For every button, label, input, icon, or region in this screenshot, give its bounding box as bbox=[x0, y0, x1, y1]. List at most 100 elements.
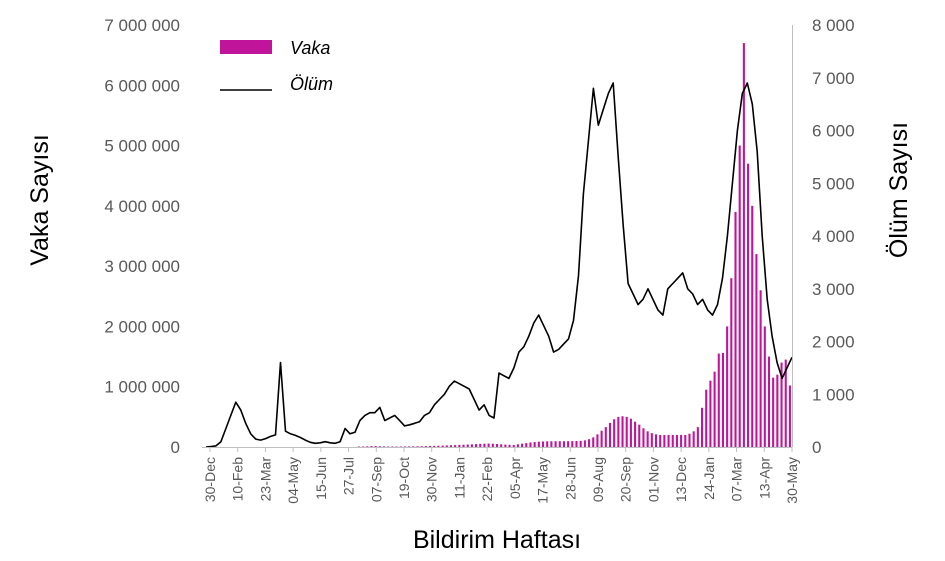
case-bar bbox=[500, 444, 503, 447]
x-tick-label: 17-May bbox=[535, 457, 551, 504]
death-line bbox=[205, 82, 793, 448]
left-y-tick-label: 6 000 000 bbox=[104, 76, 180, 95]
legend-label-olum: Ölüm bbox=[290, 74, 333, 94]
x-tick-label: 13-Apr bbox=[756, 457, 772, 499]
case-bar bbox=[642, 428, 645, 447]
case-bar bbox=[362, 446, 365, 447]
x-tick-label: 07-Sep bbox=[368, 457, 384, 502]
left-y-axis-title: Vaka Sayısı bbox=[26, 134, 54, 266]
x-tick-label: 15-Jun bbox=[313, 457, 329, 500]
case-bar bbox=[604, 427, 607, 447]
case-bar bbox=[433, 445, 436, 447]
case-bar bbox=[408, 446, 411, 447]
case-bar bbox=[454, 445, 457, 447]
case-bar bbox=[479, 443, 482, 447]
case-bar bbox=[537, 441, 540, 447]
right-y-tick-label: 0 bbox=[812, 438, 821, 457]
x-tick-label: 22-Feb bbox=[479, 457, 495, 502]
case-bar bbox=[541, 441, 545, 447]
right-y-tick-label: 1 000 bbox=[812, 385, 855, 404]
case-bar bbox=[378, 446, 381, 447]
x-tick-label: 07-Mar bbox=[729, 457, 745, 502]
case-bar bbox=[588, 439, 591, 447]
case-bar bbox=[374, 446, 377, 447]
left-y-tick-label: 5 000 000 bbox=[104, 137, 180, 156]
case-bar bbox=[654, 434, 658, 447]
case-bar bbox=[625, 416, 628, 447]
legend-label-vaka: Vaka bbox=[290, 38, 330, 58]
right-y-axis-title: Ölüm Sayısı bbox=[885, 122, 913, 258]
x-tick-label: 09-Aug bbox=[590, 457, 606, 502]
case-bar bbox=[767, 356, 771, 447]
case-bar bbox=[558, 441, 561, 447]
case-bar bbox=[504, 444, 507, 447]
x-tick-label: 20-Sep bbox=[618, 457, 634, 502]
case-bar bbox=[512, 444, 515, 447]
left-y-tick-label: 2 000 000 bbox=[104, 317, 180, 336]
x-axis: 30-Dec 10-Feb 23-Mar 04-May 15-Jun 27-Jul 07-S… bbox=[202, 447, 800, 504]
case-bar bbox=[742, 43, 745, 447]
case-bar bbox=[709, 380, 712, 447]
case-bar bbox=[567, 441, 570, 447]
case-bar bbox=[571, 441, 574, 447]
case-bar bbox=[650, 433, 653, 447]
case-bar bbox=[420, 446, 423, 447]
case-bar bbox=[755, 254, 758, 447]
case-bar bbox=[562, 441, 565, 447]
case-bar bbox=[592, 437, 595, 447]
case-bar bbox=[521, 443, 524, 447]
x-tick-label: 05-Apr bbox=[507, 457, 523, 499]
case-bar bbox=[684, 434, 687, 447]
case-bar bbox=[366, 446, 369, 447]
case-bar bbox=[784, 359, 787, 447]
x-tick-label: 30-May bbox=[784, 457, 800, 504]
case-bar bbox=[671, 434, 674, 447]
case-bar bbox=[772, 377, 775, 447]
right-y-tick-label: 8 000 bbox=[812, 16, 855, 35]
case-bar bbox=[529, 442, 532, 447]
case-bar bbox=[395, 446, 398, 447]
case-bar bbox=[680, 434, 683, 447]
case-bar bbox=[780, 362, 783, 447]
case-bar bbox=[659, 434, 662, 447]
case-bar bbox=[445, 445, 448, 447]
case-bar bbox=[462, 444, 465, 447]
case-bar bbox=[583, 440, 586, 447]
case-bar bbox=[533, 442, 536, 447]
case-bar bbox=[751, 205, 754, 447]
case-bar bbox=[776, 374, 779, 447]
left-y-tick-label: 7 000 000 bbox=[104, 16, 180, 35]
case-bar bbox=[495, 443, 499, 447]
left-y-axis: 0 1 000 000 2 000 000 3 000 000 4 000 000 5 0… bbox=[104, 16, 180, 457]
case-bar bbox=[726, 326, 729, 447]
case-bar bbox=[554, 441, 557, 447]
right-y-tick-label: 6 000 bbox=[812, 122, 855, 141]
case-bar bbox=[370, 446, 373, 447]
case-bar bbox=[483, 443, 486, 447]
x-tick-label: 30-Nov bbox=[424, 457, 440, 502]
case-bar bbox=[546, 441, 549, 447]
case-bar bbox=[487, 443, 490, 447]
right-y-tick-label: 5 000 bbox=[812, 174, 855, 193]
case-bar bbox=[617, 416, 620, 447]
case-bar bbox=[721, 352, 725, 447]
x-tick-label: 01-Nov bbox=[645, 457, 661, 502]
case-bar bbox=[403, 446, 406, 447]
case-bar bbox=[470, 444, 473, 447]
x-axis-title: Bildirim Haftası bbox=[413, 526, 581, 554]
case-bar bbox=[634, 421, 637, 447]
case-bar bbox=[441, 445, 444, 447]
case-bar bbox=[491, 443, 494, 447]
case-bar bbox=[667, 434, 670, 447]
case-bar bbox=[357, 446, 360, 447]
case-bar bbox=[621, 416, 624, 447]
case-bar bbox=[700, 407, 704, 447]
right-y-tick-label: 3 000 bbox=[812, 280, 855, 299]
case-bar bbox=[575, 440, 578, 447]
case-bar bbox=[638, 424, 641, 447]
case-bar bbox=[391, 446, 394, 447]
x-tick-label: 30-Dec bbox=[202, 457, 218, 502]
right-y-tick-label: 2 000 bbox=[812, 333, 855, 352]
case-bar bbox=[600, 430, 603, 447]
case-bar bbox=[675, 434, 678, 447]
